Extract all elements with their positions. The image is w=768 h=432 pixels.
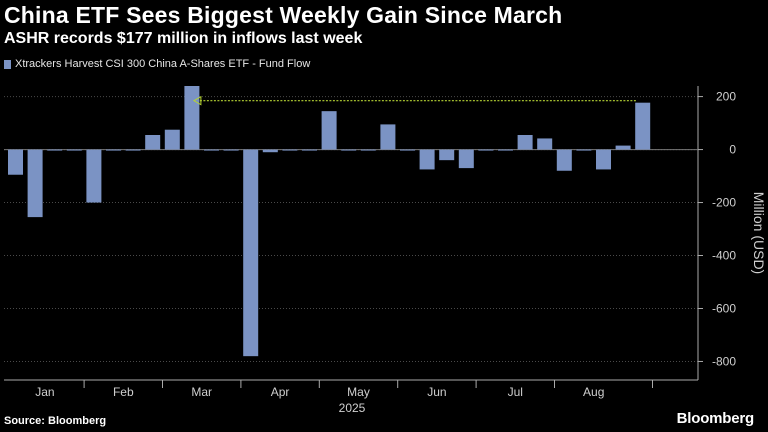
bar [517, 135, 533, 150]
bar [596, 149, 611, 170]
chart-title: China ETF Sees Biggest Weekly Gain Since… [4, 2, 563, 28]
y-tick-label: -400 [712, 249, 736, 263]
bar [223, 149, 239, 151]
annotation-arrowhead [192, 95, 202, 106]
bloomberg-logo: Bloomberg [676, 410, 755, 427]
legend: Xtrackers Harvest CSI 300 China A-Shares… [4, 58, 310, 70]
bar [164, 129, 180, 150]
y-tick-label: -200 [712, 196, 736, 210]
bar [419, 149, 435, 170]
bar [635, 102, 651, 150]
x-tick-label: Feb [113, 385, 134, 399]
bar [341, 149, 357, 151]
source-note: Source: Bloomberg [4, 415, 107, 427]
bar [8, 149, 23, 175]
bar [380, 124, 396, 150]
bar [556, 149, 572, 171]
bar [184, 86, 200, 150]
legend-swatch [4, 59, 11, 69]
y-tick-label: -800 [712, 354, 736, 368]
bar [321, 111, 337, 150]
bar [262, 149, 278, 153]
bar [282, 149, 298, 151]
bar [360, 149, 376, 151]
bar [86, 149, 102, 203]
bar [302, 149, 317, 151]
y-axis-title: Million (USD) [751, 192, 767, 274]
y-tick-label: 200 [716, 90, 736, 104]
y-tick-label: 0 [729, 143, 736, 157]
bar [537, 138, 553, 150]
y-tick-label: -600 [712, 301, 736, 315]
legend-label: Xtrackers Harvest CSI 300 China A-Shares… [15, 58, 311, 70]
bar [458, 149, 474, 169]
x-tick-label: Jun [427, 385, 446, 399]
bar [498, 149, 513, 151]
x-tick-label: May [347, 385, 370, 399]
x-year-label: 2025 [339, 401, 366, 415]
bar [125, 149, 141, 151]
bar [615, 145, 631, 150]
bar [400, 149, 415, 151]
x-tick-label: Jan [35, 385, 54, 399]
bar [439, 149, 455, 161]
x-tick-label: Jul [508, 385, 523, 399]
chart-subtitle: ASHR records $177 million in inflows las… [4, 30, 363, 47]
x-tick-label: Mar [191, 385, 212, 399]
bar [106, 149, 121, 151]
bar [243, 149, 259, 357]
bar [576, 149, 592, 151]
bar [47, 149, 63, 151]
bar [478, 149, 494, 151]
x-tick-label: Apr [271, 385, 290, 399]
bar [145, 135, 161, 150]
x-tick-label: Aug [583, 385, 604, 399]
bar [27, 149, 43, 218]
bar [66, 149, 82, 151]
bar [204, 149, 219, 151]
